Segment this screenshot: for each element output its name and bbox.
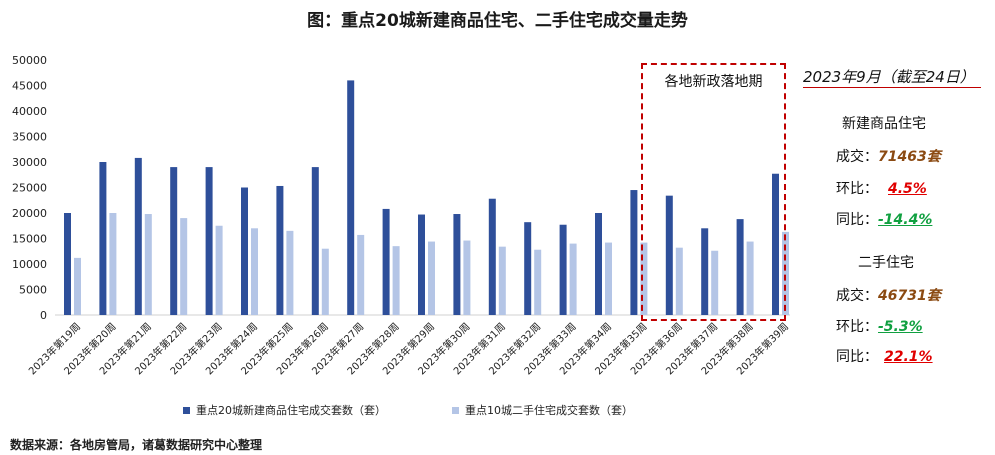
legend-swatch-second: [452, 406, 459, 414]
bar-second-homes: [711, 250, 719, 315]
side-second-deal-label: 成交：: [836, 288, 878, 304]
bar-second-homes: [534, 249, 542, 315]
side-second-yoy: 同比： 22.1%: [836, 346, 933, 366]
side-new-mom-value: 4.5%: [888, 181, 927, 197]
policy-period-box: 各地新政落地期: [641, 63, 786, 321]
y-tick-label: 15000: [12, 233, 47, 246]
side-second-mom: 环比：-5.3%: [836, 316, 923, 336]
bar-second-homes: [746, 241, 754, 315]
bar-new-homes: [170, 167, 178, 315]
policy-period-label: 各地新政落地期: [664, 74, 763, 90]
side-new-yoy-label: 同比：: [836, 212, 878, 228]
side-new-deal-value: 71463套: [878, 149, 941, 165]
side-second-heading: 二手住宅: [858, 255, 914, 271]
side-second-yoy-value: 22.1%: [884, 349, 933, 365]
bar-new-homes: [772, 173, 779, 315]
side-second-deal-value: 46731套: [878, 288, 941, 304]
legend-label-second: 重点10城二手住宅成交套数（套）: [465, 404, 633, 417]
bar-new-homes: [736, 219, 744, 315]
side-second-deal: 成交：46731套: [836, 285, 941, 305]
bar-second-homes: [605, 242, 612, 315]
bar-second-homes: [675, 247, 683, 315]
bar-new-homes: [64, 213, 71, 315]
legend-swatch-new: [183, 406, 190, 414]
bar-new-homes: [524, 222, 532, 315]
bar-second-homes: [392, 246, 400, 315]
side-new-mom-label: 环比：: [836, 181, 878, 197]
bar-new-homes: [205, 167, 213, 315]
side-new-mom: 环比： 4.5%: [836, 178, 927, 198]
side-new-deal: 成交：71463套: [836, 146, 941, 166]
legend-item-second: 重点10城二手住宅成交套数（套）: [452, 402, 633, 418]
bar-second-homes: [180, 218, 188, 315]
bar-new-homes: [453, 214, 461, 315]
bar-second-homes: [286, 230, 294, 315]
side-new-heading: 新建商品住宅: [842, 116, 926, 132]
y-tick-label: 0: [40, 309, 47, 322]
bar-second-homes: [357, 234, 365, 315]
legend-label-new: 重点20城新建商品住宅成交套数（套）: [196, 404, 386, 417]
bar-new-homes: [276, 185, 284, 315]
bar-second-homes: [640, 242, 648, 315]
bar-new-homes: [134, 157, 142, 315]
bar-second-homes: [215, 225, 223, 315]
y-tick-label: 50000: [12, 54, 47, 67]
bar-second-homes: [428, 241, 435, 315]
side-second-mom-label: 环比：: [836, 319, 878, 335]
bar-new-homes: [559, 224, 567, 315]
bar-new-homes: [382, 208, 390, 315]
side-new-yoy-value: -14.4%: [878, 212, 933, 228]
bar-new-homes: [595, 213, 602, 315]
data-source-note: 数据来源：各地房管局，诸葛数据研究中心整理: [10, 438, 263, 452]
side-new-yoy: 同比：-14.4%: [836, 209, 932, 229]
bar-second-homes: [251, 228, 258, 315]
bar-second-homes: [321, 248, 329, 315]
y-tick-label: 40000: [12, 105, 47, 118]
side-second-yoy-label: 同比：: [836, 349, 878, 365]
y-tick-label: 35000: [12, 131, 47, 144]
bar-new-homes: [311, 167, 319, 315]
bar-second-homes: [74, 257, 81, 315]
y-tick-label: 20000: [12, 207, 47, 220]
bar-new-homes: [488, 198, 496, 315]
side-second-mom-value: -5.3%: [878, 319, 923, 335]
bar-second-homes: [144, 214, 152, 315]
side-period-heading: 2023年9月（截至24日）: [803, 66, 981, 88]
y-tick-label: 45000: [12, 80, 47, 93]
bar-new-homes: [241, 187, 248, 315]
bar-second-homes: [498, 246, 506, 315]
y-tick-label: 10000: [12, 258, 47, 271]
y-tick-label: 5000: [19, 284, 47, 297]
bar-new-homes: [665, 195, 673, 315]
bar-new-homes: [99, 162, 107, 315]
bar-second-homes: [569, 243, 577, 315]
legend-item-new: 重点20城新建商品住宅成交套数（套）: [183, 402, 386, 418]
y-tick-label: 25000: [12, 182, 47, 195]
side-new-deal-label: 成交：: [836, 149, 878, 165]
bar-new-homes: [347, 80, 355, 316]
bar-new-homes: [418, 214, 425, 315]
bar-second-homes: [109, 213, 117, 315]
bar-new-homes: [630, 190, 638, 315]
bar-new-homes: [701, 228, 709, 315]
y-tick-label: 30000: [12, 156, 47, 169]
chart-title: 图：重点20城新建商品住宅、二手住宅成交量走势: [307, 11, 688, 31]
bar-second-homes: [463, 240, 471, 315]
